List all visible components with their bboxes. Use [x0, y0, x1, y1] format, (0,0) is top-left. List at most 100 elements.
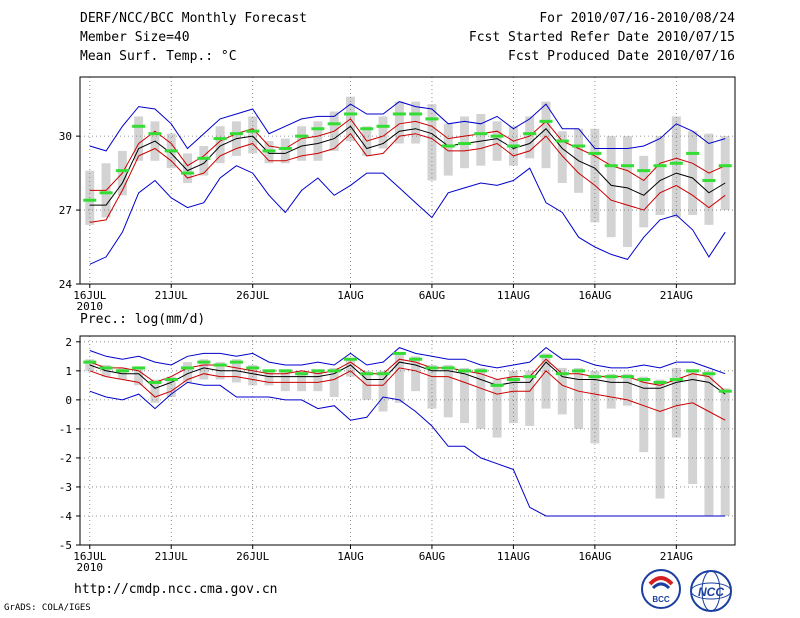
x-tick-label: 11AUG	[497, 289, 530, 302]
spread-box	[639, 155, 649, 228]
x-year-label: 2010	[77, 300, 104, 313]
spread-box	[460, 367, 470, 424]
series-lower-line	[89, 132, 726, 223]
series-lower-line	[89, 367, 726, 421]
spread-box	[411, 356, 421, 392]
ncc-logo-text: NCC	[698, 585, 724, 599]
series-max-line	[89, 346, 726, 375]
spread-box	[443, 365, 453, 418]
spread-box	[688, 370, 698, 485]
spread-box	[590, 370, 600, 444]
y-tick-label: 24	[59, 278, 73, 291]
series-mean-line	[89, 361, 726, 395]
spread-box	[525, 116, 535, 159]
spread-box	[394, 101, 404, 144]
spread-box	[215, 126, 225, 164]
x-tick-label: 6AUG	[419, 550, 446, 563]
spread-box	[720, 136, 730, 211]
spread-box	[590, 128, 600, 223]
plot-area	[80, 336, 735, 545]
spread-box	[297, 126, 307, 161]
spread-box	[183, 362, 193, 383]
x-tick-label: 1AUG	[337, 289, 364, 302]
title-line-1: DERF/NCC/BCC Monthly Forecast	[80, 11, 307, 26]
spread-box	[492, 121, 502, 161]
x-tick-label: 1AUG	[337, 550, 364, 563]
spread-box	[297, 370, 307, 392]
spread-box	[671, 116, 681, 218]
y-tick-label: 30	[59, 130, 72, 143]
spread-box	[166, 376, 176, 397]
x-tick-label: 16JUL	[73, 550, 106, 563]
series-upper-line	[89, 118, 726, 191]
spread-box	[476, 113, 486, 166]
series-mean-line	[89, 125, 726, 206]
spread-box	[541, 101, 551, 169]
y-tick-label: -3	[59, 481, 72, 494]
spread-box	[378, 116, 388, 149]
y-tick-label: 0	[65, 394, 72, 407]
spread-box	[557, 367, 567, 415]
spread-box	[492, 379, 502, 438]
spread-box	[688, 131, 698, 215]
spread-box	[199, 359, 209, 380]
series-upper-line	[89, 358, 726, 392]
y-tick-label: -4	[59, 510, 73, 523]
spread-box	[671, 367, 681, 438]
x-year-label: 2010	[77, 561, 104, 574]
spread-box	[541, 353, 551, 409]
spread-box	[411, 101, 421, 144]
series-max-line	[89, 101, 726, 152]
spread-box	[313, 121, 323, 161]
forecast-period: For 2010/07/16-2010/08/24	[539, 11, 735, 26]
y-tick-label: -1	[59, 423, 72, 436]
precipitation-title: Prec.: log(mm/d)	[80, 312, 205, 327]
x-tick-label: 16JUL	[73, 289, 106, 302]
panel-temperature: 24 27 30 16JUL 21JUL 26JUL 1AUG 6AUG 11AUG 16AUG 2…	[59, 76, 736, 313]
spread-box	[720, 388, 730, 516]
spread-box	[639, 376, 649, 453]
title-line-3: Mean Surf. Temp.: °C	[80, 49, 237, 64]
spread-box	[606, 136, 616, 238]
x-tick-label: 21JUL	[155, 289, 188, 302]
y-tick-label: -5	[59, 539, 72, 552]
spread-box	[199, 146, 209, 176]
spread-box	[655, 136, 665, 215]
spread-box	[183, 153, 193, 183]
website-url[interactable]: http://cmdp.ncc.cma.gov.cn	[74, 582, 278, 597]
spread-box	[622, 373, 632, 406]
start-date: Fcst Started Refer Date 2010/07/15	[468, 30, 735, 45]
spread-box	[427, 104, 437, 181]
x-tick-label: 21AUG	[660, 289, 693, 302]
spread-box	[427, 365, 437, 409]
x-tick-label: 16AUG	[578, 550, 611, 563]
spread-box	[134, 367, 144, 386]
x-tick-label: 11AUG	[497, 550, 530, 563]
spread-box	[704, 370, 714, 516]
spread-box	[443, 123, 453, 176]
spread-box	[264, 370, 274, 386]
spread-box	[476, 367, 486, 429]
series-min-line	[89, 381, 726, 517]
title-line-2: Member Size=40	[80, 30, 190, 45]
spread-box	[134, 116, 144, 161]
grads-credit: GrADS: COLA/IGES	[4, 603, 91, 613]
plot-area	[80, 77, 735, 284]
x-tick-label: 26JUL	[236, 289, 269, 302]
x-tick-label: 21AUG	[660, 550, 693, 563]
spread-box	[525, 370, 535, 426]
spread-box	[248, 116, 258, 154]
spread-box	[345, 359, 355, 377]
y-tick-label: -2	[59, 452, 72, 465]
y-tick-label: 27	[59, 204, 72, 217]
x-tick-label: 26JUL	[236, 550, 269, 563]
y-tick-label: 1	[65, 365, 72, 378]
spread-box	[280, 370, 290, 392]
ncc-logo: NCC	[690, 570, 732, 612]
spread-box	[248, 365, 258, 386]
spread-box	[606, 373, 616, 409]
bcc-logo-text: BCC	[652, 595, 670, 604]
spread-box	[378, 370, 388, 412]
x-tick-label: 16AUG	[578, 289, 611, 302]
